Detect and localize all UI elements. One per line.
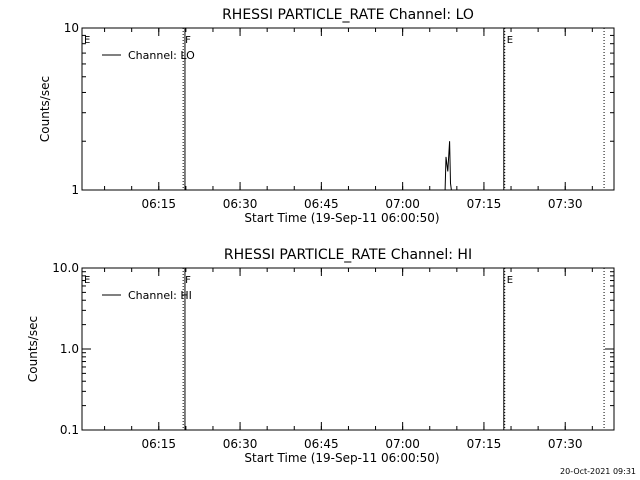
x-axis-label: Start Time (19-Sep-11 06:00:50) [244,211,439,225]
legend-entry: Channel: LO [128,49,195,62]
y-tick-label: 10 [64,21,79,35]
footer-timestamp: 20-Oct-2021 09:31 [560,467,636,476]
chart-title: RHESSI PARTICLE_RATE Channel: LO [222,7,474,23]
event-marker-label: F [185,275,191,286]
y-axis-label: Counts/sec [26,316,40,382]
event-marker-label: E [84,35,90,46]
x-tick-label: 07:15 [467,197,502,211]
x-tick-label: 06:15 [141,437,176,451]
x-tick-label: 07:15 [467,437,502,451]
event-marker-label: E [507,35,513,46]
x-tick-label: 06:30 [223,437,258,451]
hi-channel-panel: RHESSI PARTICLE_RATE Channel: HI 0.1 1.0 10… [26,247,615,465]
y-axis-label: Counts/sec [38,76,52,142]
event-marker-label: E [507,275,513,286]
chart-title: RHESSI PARTICLE_RATE Channel: HI [224,247,472,263]
y-tick-label: 1.0 [60,342,79,356]
series-line [444,141,452,191]
x-tick-label: 07:00 [385,437,420,451]
y-tick-label: 1 [71,183,79,197]
x-tick-label: 07:00 [385,197,420,211]
x-tick-label: 07:30 [548,197,583,211]
lo-channel-panel: RHESSI PARTICLE_RATE Channel: LO 1 10 06:15… [38,7,615,225]
event-marker-label: F [185,35,191,46]
legend-entry: Channel: HI [128,289,192,302]
x-tick-label: 06:45 [304,437,339,451]
x-tick-label: 06:30 [223,197,258,211]
y-tick-label: 10.0 [52,261,79,275]
event-marker-label: E [84,275,90,286]
x-tick-label: 07:30 [548,437,583,451]
y-tick-label: 0.1 [60,423,79,437]
x-tick-label: 06:45 [304,197,339,211]
x-axis-label: Start Time (19-Sep-11 06:00:50) [244,451,439,465]
x-tick-label: 06:15 [141,197,176,211]
